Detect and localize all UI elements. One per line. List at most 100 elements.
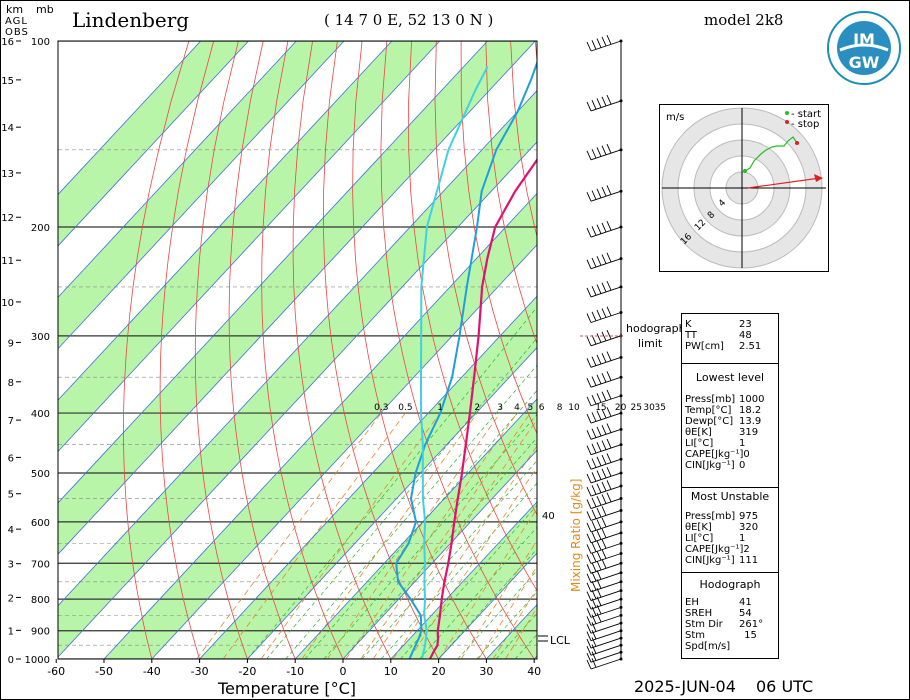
top-index-row: K 23	[685, 319, 777, 330]
wind-barb-feather	[606, 407, 612, 417]
wind-barb-staff	[590, 521, 622, 533]
stop-legend-label: - stop	[791, 119, 819, 130]
wind-barb-feather	[601, 454, 607, 465]
wind-barb-feather	[606, 35, 612, 45]
wind-barb-feather	[601, 96, 607, 106]
mixing-ratio-tick-label: 1	[437, 403, 443, 413]
hodograph-unit: m/s	[666, 112, 684, 123]
temperature-profile	[429, 158, 537, 659]
wind-barb-staff	[590, 581, 622, 593]
wind-barb-feather	[596, 38, 602, 48]
mixing-ratio-line	[372, 419, 537, 659]
unstable-index-row: CIN[Jkg⁻¹] 111	[685, 555, 777, 566]
pressure-tick-label: 600	[31, 518, 50, 529]
wind-barb-feather	[591, 257, 597, 268]
wind-barb-feather	[606, 492, 612, 502]
mixing-ratio-tick-label: 30	[643, 403, 655, 413]
wind-barb-feather	[606, 221, 612, 231]
unstable-index-value: 111	[739, 555, 759, 566]
wind-barb-feather	[591, 552, 597, 562]
wind-barb-feather	[586, 41, 592, 52]
wind-barb-staff	[590, 622, 622, 634]
km-tick-label: 0	[8, 655, 14, 666]
isotherm-line	[58, 41, 393, 401]
lcl-label: LCL	[550, 634, 571, 647]
dry-adiabat	[159, 41, 215, 659]
wind-barb-feather	[586, 631, 592, 641]
pressure-tick-label: 200	[31, 223, 50, 234]
wind-barb-staff	[590, 312, 622, 323]
wind-barb-feather	[601, 425, 607, 435]
hodograph-index-row: SREH 54	[685, 608, 777, 619]
wind-barb-feather	[596, 507, 602, 518]
wind-barb-staff	[590, 412, 622, 424]
wind-barb-feather	[591, 148, 597, 159]
wind-barb-feather	[596, 426, 602, 437]
wind-barb-feather	[591, 658, 597, 668]
wind-barb-feather	[591, 412, 597, 422]
wind-barb-feather	[601, 254, 607, 264]
lowest-index-label: CIN[Jkg⁻¹]	[685, 460, 735, 471]
wind-barb-staff	[590, 498, 622, 509]
wind-barb-feather	[591, 443, 597, 454]
dry-adiabat	[292, 41, 392, 659]
isotherm-line	[342, 449, 537, 659]
lowest-index-row: Dewp[°C] 13.9	[685, 416, 777, 427]
wind-barb-feather	[606, 389, 612, 400]
hodograph-plot: 4 8 12 16 m/s - start - stop	[661, 107, 826, 269]
x-tick-label: 40	[527, 665, 541, 678]
moist-adiabat	[476, 591, 537, 659]
wind-barb-feather	[596, 374, 602, 385]
wind-barb-staff	[590, 100, 622, 112]
wind-barb-feather	[596, 519, 602, 529]
moist-adiabat	[285, 364, 537, 659]
wind-barb-feather	[606, 143, 612, 154]
hodograph-index-label: EH	[685, 597, 699, 608]
isotherm-line	[103, 192, 537, 659]
mixing-ratio-tick-label: 6	[539, 403, 545, 413]
wind-barb-staff	[590, 444, 622, 456]
footer-time: 06 UTC	[756, 677, 814, 696]
hodograph-limit-label-2: limit	[638, 337, 663, 350]
svg-text:GW: GW	[849, 53, 880, 72]
dry-adiabat	[352, 41, 487, 659]
start-legend-dot	[785, 111, 789, 115]
km-tick-label: 2	[8, 593, 14, 604]
lowest-indices: Press[mb] 1000 Temp[°C] 18.2 Dewp[°C] 13.9 θE[…	[685, 394, 777, 471]
hodograph-index-value: 41	[739, 597, 752, 608]
km-tick-label: 7	[8, 416, 14, 427]
indices-panel: K 23 TT 48 PW[cm] 2.51 Lowest level Press[mb]…	[681, 313, 779, 659]
wind-barb-staff	[590, 651, 622, 663]
wind-barb-staff	[590, 637, 622, 649]
lowest-index-row: LI[°C] 1	[685, 438, 777, 449]
lowest-index-row: Press[mb] 1000	[685, 394, 777, 405]
wind-barb-feather	[601, 468, 607, 479]
wind-barb-feather	[601, 222, 607, 233]
moist-adiabat	[323, 414, 537, 659]
wind-barb-feather	[606, 371, 612, 381]
wind-barb-feather	[586, 599, 592, 610]
dry-adiabat	[460, 41, 537, 435]
top-index-label: K	[685, 319, 692, 330]
km-tick-label: 9	[8, 338, 14, 349]
wind-barb-feather	[586, 358, 592, 368]
wind-barb-staff	[590, 226, 622, 238]
lowest-index-row: θE[K] 319	[685, 427, 777, 438]
km-tick-label: 5	[8, 490, 14, 501]
dry-adiabat	[194, 41, 248, 659]
wind-barb-feather	[601, 481, 607, 492]
hodograph-index-label: Stm Dir	[685, 619, 723, 630]
wind-barb-feather	[596, 550, 602, 561]
dry-adiabat	[261, 41, 344, 659]
wind-barb-feather	[606, 453, 612, 463]
wind-barb-staff	[590, 614, 622, 626]
wind-barb-feather	[596, 530, 602, 540]
wind-barb-feather	[591, 356, 597, 366]
isotherm-line	[58, 41, 249, 247]
moist-adiabat	[457, 569, 537, 659]
wind-barb-feather	[601, 517, 607, 527]
km-tick-label: 10	[1, 298, 14, 309]
mixing-ratio-tick-label: 5	[528, 403, 534, 413]
wind-barb-feather	[601, 408, 607, 419]
wind-barb-feather	[591, 40, 597, 50]
